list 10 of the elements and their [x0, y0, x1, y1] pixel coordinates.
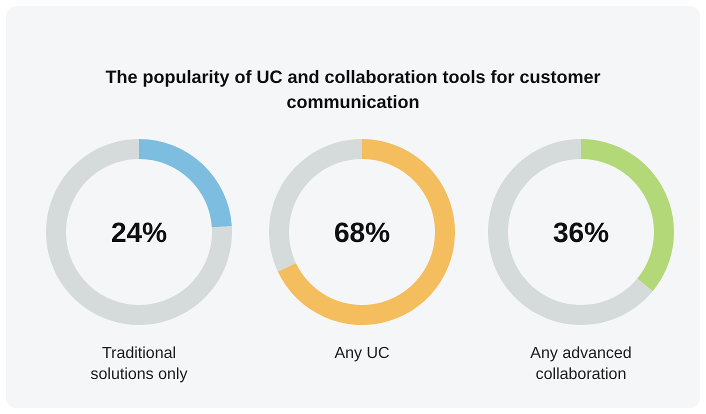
- text: 36%: [552, 217, 610, 248]
- donut-slice: [278, 139, 455, 325]
- text: Any UC: [334, 345, 390, 362]
- donut-slice: [46, 139, 232, 325]
- text: The popularity of UC and collaboration tools for customer communication: [105, 67, 601, 112]
- donut-slice: [488, 139, 653, 325]
- text: Any advanced collaboration: [530, 345, 632, 383]
- text: 24%: [110, 217, 168, 248]
- text: Traditional solutions only: [90, 345, 188, 383]
- text: 68%: [334, 217, 390, 248]
